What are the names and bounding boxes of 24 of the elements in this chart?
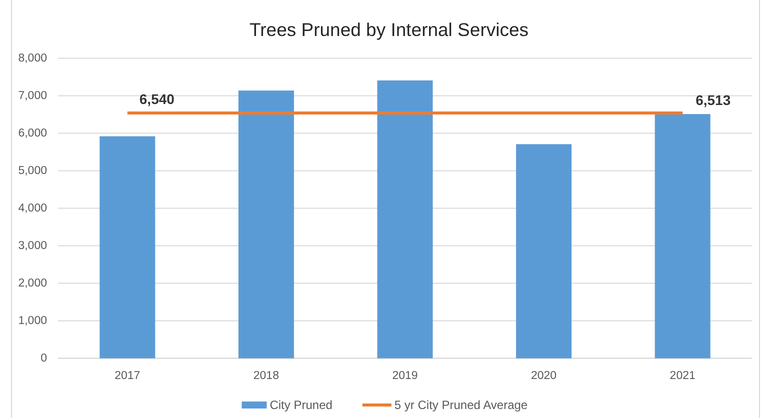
y-tick-label: 8,000 <box>18 52 47 64</box>
bar <box>654 114 710 358</box>
y-tick-label: 6,000 <box>18 127 47 140</box>
legend-label: City Pruned <box>270 398 332 412</box>
x-tick-label: 2020 <box>531 370 557 382</box>
y-tick-label: 0 <box>40 352 47 364</box>
y-tick-label: 7,000 <box>18 90 47 102</box>
legend-label: 5 yr City Pruned Average <box>394 398 528 412</box>
chart-title: Trees Pruned by Internal Services <box>250 19 528 40</box>
bar <box>377 80 433 358</box>
x-tick-label: 2018 <box>253 370 279 382</box>
bar <box>238 90 294 358</box>
y-tick-label: 1,000 <box>18 314 47 327</box>
x-tick-label: 2021 <box>670 370 696 382</box>
x-tick-label: 2019 <box>392 370 418 382</box>
data-label: 6,540 <box>139 91 175 108</box>
bar <box>516 144 572 358</box>
data-label: 6,513 <box>696 92 731 108</box>
y-tick-label: 4,000 <box>18 202 47 214</box>
bar <box>100 136 156 358</box>
x-tick-label: 2017 <box>114 370 140 382</box>
y-tick-label: 5,000 <box>18 164 47 177</box>
y-tick-label: 2,000 <box>18 277 47 290</box>
y-tick-label: 3,000 <box>18 240 47 252</box>
